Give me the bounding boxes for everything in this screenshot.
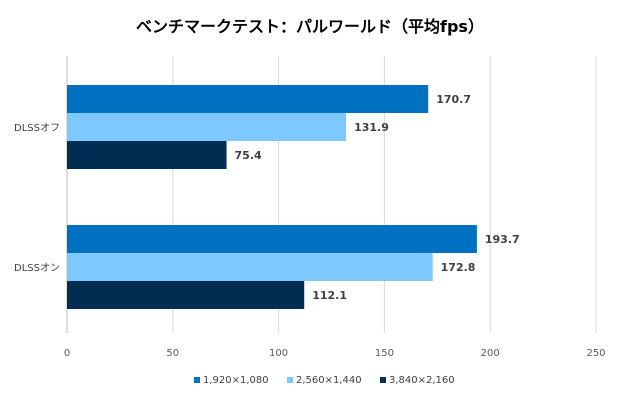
data-label: 112.1: [312, 289, 347, 302]
bar: [67, 141, 227, 169]
category-label: DLSSオフ: [14, 122, 60, 134]
data-label: 193.7: [485, 233, 520, 246]
x-tick-label: 250: [586, 348, 605, 359]
data-label: 131.9: [354, 121, 389, 134]
bar: [67, 85, 429, 113]
category-label: DLSSオン: [14, 262, 60, 274]
legend-swatch: [194, 377, 200, 383]
x-tick-label: 200: [481, 348, 500, 359]
x-tick-label: 150: [375, 348, 394, 359]
legend-entry: 3,840×2,160: [389, 375, 455, 386]
legend-entry: 1,920×1,080: [203, 375, 269, 386]
data-label: 172.8: [441, 261, 476, 274]
bar: [67, 281, 305, 309]
legend-swatch: [380, 377, 386, 383]
data-labels: 170.7 131.9 75.4 193.7 172.8 112.1: [235, 93, 520, 302]
data-label: 170.7: [436, 93, 471, 106]
x-tick-label: 0: [64, 348, 70, 359]
bars: [67, 85, 477, 309]
legend: 1,920×1,080 2,560×1,440 3,840×2,160: [194, 375, 455, 386]
x-axis-ticks: 0 50 100 150 200 250: [64, 348, 606, 359]
x-tick-label: 100: [269, 348, 288, 359]
chart-title: ベンチマークテスト：パルワールド（平均fps）: [136, 17, 484, 36]
x-tick-label: 50: [166, 348, 179, 359]
bar: [67, 225, 477, 253]
category-labels: DLSSオフ DLSSオン: [14, 122, 60, 274]
legend-entry: 2,560×1,440: [296, 375, 362, 386]
bar: [67, 253, 433, 281]
data-label: 75.4: [235, 149, 262, 162]
legend-swatch: [287, 377, 293, 383]
bar: [67, 113, 347, 141]
